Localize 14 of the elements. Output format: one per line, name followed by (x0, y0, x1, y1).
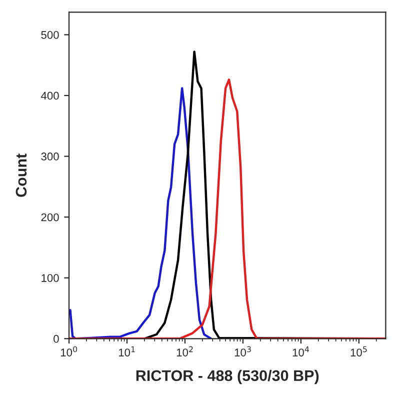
y-tick-label: 0 (54, 334, 59, 343)
y-tick-label: 400 (41, 92, 59, 100)
x-tick-label: 10$^{1}$ (118, 346, 135, 356)
y-tick-label: 100 (42, 274, 59, 282)
x-axis-title: RICTOR - 488 (530/30 BP) (136, 370, 319, 384)
x-tick-label: 10$^{3}$ (234, 346, 251, 356)
x-tick-label: 10$^{2}$ (176, 346, 193, 356)
x-tick-label: 10$^{4}$ (292, 346, 310, 356)
y-axis-title: Count (16, 154, 27, 197)
y-tick-label: 200 (41, 213, 59, 222)
y-tick-label: 300 (41, 152, 59, 160)
y-tick-label: 500 (41, 30, 59, 39)
x-tick-label: 10$^{0}$ (60, 346, 78, 356)
x-tick-label: 10$^{5}$ (350, 346, 367, 356)
